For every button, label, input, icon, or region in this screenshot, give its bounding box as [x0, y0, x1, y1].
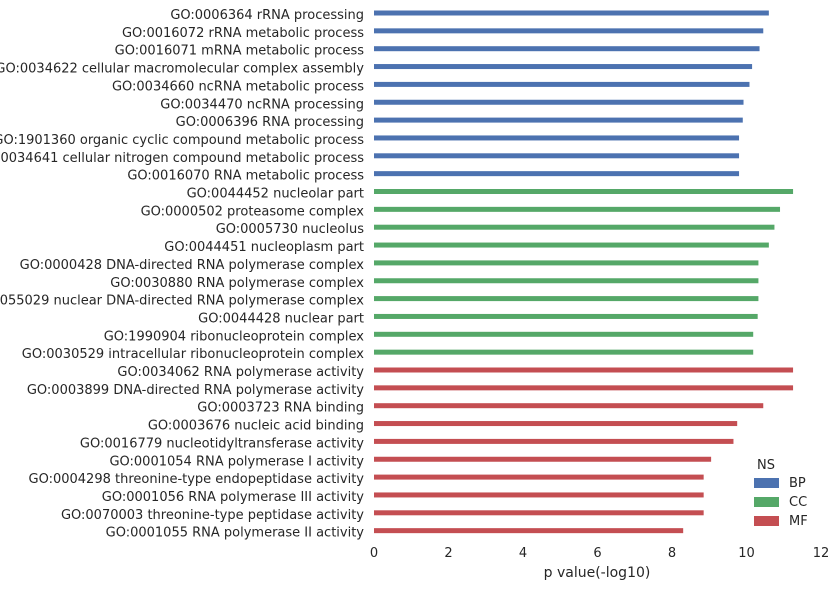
- bar-2: [374, 28, 764, 34]
- legend-swatch-mf: [754, 516, 779, 526]
- x-tick-label: 0: [370, 546, 378, 561]
- bar-24: [374, 421, 738, 427]
- legend-label-cc: CC: [789, 495, 807, 510]
- bar-19: [374, 331, 754, 337]
- y-tick-label: GO:0030529 intracellular ribonucleoprote…: [22, 347, 365, 362]
- bar-1: [374, 10, 769, 16]
- y-tick-label: GO:1901360 organic cyclic compound metab…: [0, 133, 364, 148]
- y-tick-label: GO:0034062 RNA polymerase activity: [117, 365, 364, 380]
- y-tick-label: GO:0000502 proteasome complex: [141, 204, 365, 219]
- legend-swatch-cc: [754, 497, 779, 507]
- x-tick-label: 4: [519, 546, 527, 561]
- bar-30: [374, 528, 684, 534]
- legend-swatch-bp: [754, 478, 779, 488]
- bar-21: [374, 367, 794, 373]
- x-tick-labels: 0 2 4 6 8 10 12: [370, 546, 829, 561]
- bar-9: [374, 153, 740, 159]
- x-tick-label: 8: [668, 546, 676, 561]
- bar-5: [374, 81, 750, 87]
- bar-22: [374, 385, 794, 391]
- y-tick-label: GO:0034470 ncRNA processing: [160, 97, 364, 112]
- bar-25: [374, 438, 734, 444]
- bar-3: [374, 46, 760, 52]
- y-tick-label: GO:1990904 ribonucleoprotein complex: [104, 329, 365, 344]
- x-axis-label: p value(-log10): [544, 565, 651, 581]
- legend-label-bp: BP: [789, 476, 806, 491]
- y-tick-label: GO:0034622 cellular macromolecular compl…: [0, 62, 364, 77]
- y-tick-label: GO:0016071 mRNA metabolic process: [115, 44, 365, 59]
- y-tick-label: GO:0034641 cellular nitrogen compound me…: [0, 151, 364, 166]
- y-tick-label: GO:0030880 RNA polymerase complex: [110, 276, 364, 291]
- bar-26: [374, 456, 712, 462]
- y-tick-label: GO:0003676 nucleic acid binding: [148, 419, 364, 434]
- bar-10: [374, 171, 740, 177]
- bar-13: [374, 224, 775, 230]
- bar-29: [374, 510, 704, 516]
- bar-16: [374, 278, 759, 284]
- bar-27: [374, 474, 704, 480]
- y-tick-label: GO:0055029 nuclear DNA-directed RNA poly…: [0, 294, 364, 309]
- x-tick-label: 10: [738, 546, 755, 561]
- y-tick-label: GO:0016070 RNA metabolic process: [127, 169, 364, 184]
- bar-18: [374, 313, 758, 319]
- y-tick-label: GO:0006364 rRNA processing: [170, 8, 364, 23]
- y-tick-label: GO:0001054 RNA polymerase I activity: [109, 454, 364, 469]
- y-tick-label: GO:0001055 RNA polymerase II activity: [106, 526, 365, 541]
- bar-7: [374, 117, 743, 123]
- y-tick-label: GO:0006396 RNA processing: [176, 115, 364, 130]
- legend-entries: BP CC MF: [754, 476, 808, 529]
- y-tick-label: GO:0016072 rRNA metabolic process: [122, 26, 364, 41]
- y-tick-label: GO:0044428 nuclear part: [198, 311, 364, 326]
- legend-label-mf: MF: [789, 514, 808, 529]
- bar-20: [374, 349, 754, 355]
- x-tick-label: 12: [813, 546, 830, 561]
- x-tick-label: 6: [593, 546, 601, 561]
- bar-28: [374, 492, 704, 498]
- bars-layer: [374, 10, 794, 534]
- y-tick-label: GO:0001056 RNA polymerase III activity: [102, 490, 365, 505]
- y-tick-label: GO:0003723 RNA binding: [197, 401, 364, 416]
- bar-11: [374, 189, 794, 194]
- bar-4: [374, 64, 753, 70]
- y-tick-label: GO:0003899 DNA-directed RNA polymerase a…: [27, 383, 364, 398]
- bar-23: [374, 403, 764, 409]
- y-tick-label: GO:0044452 nucleolar part: [187, 187, 364, 202]
- y-tick-label: GO:0044451 nucleoplasm part: [164, 240, 364, 255]
- y-tick-label: GO:0005730 nucleolus: [216, 222, 365, 237]
- legend-title: NS: [757, 458, 775, 473]
- bar-8: [374, 135, 740, 141]
- bar-14: [374, 242, 769, 248]
- y-tick-label: GO:0070003 threonine-type peptidase acti…: [61, 508, 364, 523]
- bar-15: [374, 260, 759, 266]
- y-tick-label: GO:0000428 DNA-directed RNA polymerase c…: [20, 258, 365, 273]
- y-tick-label: GO:0034660 ncRNA metabolic process: [112, 79, 364, 94]
- bar-12: [374, 206, 781, 212]
- bar-6: [374, 99, 744, 105]
- bar-17: [374, 296, 759, 302]
- y-tick-labels: GO:0006364 rRNA processing GO:0016072 rRN…: [0, 8, 364, 541]
- y-tick-label: GO:0004298 threonine-type endopeptidase …: [29, 472, 365, 487]
- legend: NS BP CC MF: [754, 458, 808, 529]
- x-tick-label: 2: [444, 546, 452, 561]
- y-tick-label: GO:0016779 nucleotidyltransferase activi…: [80, 436, 364, 451]
